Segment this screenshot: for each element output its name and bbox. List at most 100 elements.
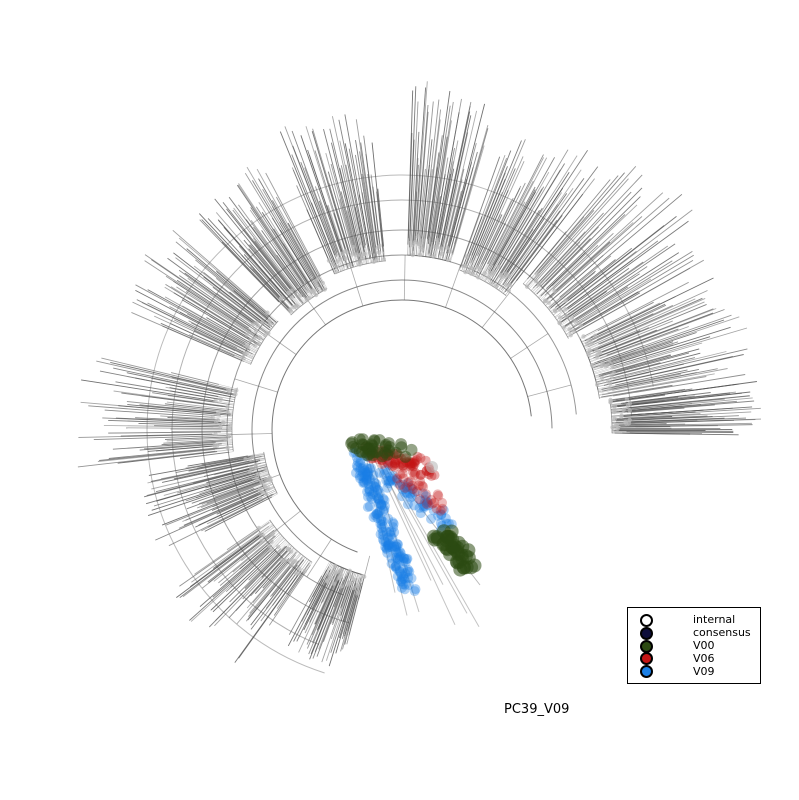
v09-sample [402,481,412,492]
tree-branch [510,333,549,359]
tree-branch [446,190,462,248]
tree-branch [108,431,221,434]
tree-branch [194,522,270,575]
internal-node [419,238,424,243]
v09-sample [380,537,391,547]
internal-node [227,427,232,432]
v09-sample [405,492,416,503]
tree-branch [202,540,263,589]
tree-branch [594,374,602,377]
v09-sample [373,498,384,509]
tree-branch [250,220,307,298]
internal-node [445,245,450,250]
tree-branch [260,474,270,479]
tree-branch [215,277,275,326]
tree-branch [593,365,613,373]
internal-node [438,246,443,251]
v06-sample [399,462,409,473]
v09-sample [391,474,402,485]
v00-sample [426,529,441,544]
tree-branch [248,351,256,356]
v00-sample [399,450,412,463]
internal-node [417,241,422,247]
tree-branch [423,238,426,257]
tree-branch [370,451,432,581]
tree-branch [323,128,357,255]
v09-sample [400,487,411,498]
tree-branch [596,378,614,384]
tree-branch [238,183,313,295]
internal-node [243,457,248,462]
tree-branch [226,208,292,291]
tree-branch [214,548,289,627]
v09-sample [382,532,393,543]
v09-sample [433,510,443,521]
tree-branch [96,360,230,392]
v09-sample [357,471,368,482]
tree-branch [328,562,332,567]
tree-branch [623,400,755,413]
v06-sample [413,480,424,491]
tree-branch [427,105,451,255]
tree-branch [178,492,259,529]
tree-branch [185,291,259,338]
internal-node [360,256,365,261]
tree-branch [597,389,602,391]
tree-branch [268,521,271,523]
tree-arc [459,269,507,297]
v09-sample [383,538,394,549]
tree-branch [526,273,538,287]
v09-sample [369,482,380,493]
v06-sample [409,469,420,480]
tree-branch [611,416,621,418]
v09-sample [403,573,414,583]
tree-branch [258,324,270,333]
tree-branch [290,546,293,548]
tree-branch [188,334,246,361]
tree-branch [540,252,586,297]
tree-branch [573,292,641,332]
tree-branch [323,562,333,580]
tree-branch [468,191,503,272]
internal-node [263,491,269,496]
tree-branch [496,276,506,290]
internal-node [234,388,239,393]
tree-branch [305,126,346,252]
internal-node [212,443,217,448]
tree-branch [593,368,611,374]
tree-branch [474,274,477,277]
tree-branch [437,173,452,241]
tree-branch [306,538,332,578]
tree-branch [147,302,238,349]
tree-branch [300,559,310,572]
internal-node [534,271,540,277]
tree-branch [188,458,250,472]
tree-branch [589,357,594,360]
tree-branch [227,433,273,436]
tree-branch [597,372,650,386]
internal-node [371,259,376,264]
tree-branch [249,209,307,291]
tree-branch [380,252,383,262]
tree-branch [430,196,441,257]
tree-branch [242,547,292,600]
internal-node [314,283,319,288]
v09-sample [386,542,397,553]
v09-sample [371,479,382,489]
tree-branch [569,260,694,333]
tree-branch [554,216,677,312]
v09-sample [383,459,394,470]
internal-node [320,280,325,286]
tree-branch [252,353,256,356]
v09-sample [369,477,380,488]
v09-sample [393,548,404,559]
tree-branch [249,244,293,296]
tree-branch [489,191,536,274]
tree-branch [432,112,460,257]
v09-sample [396,582,407,593]
tree-branch [601,376,707,396]
v09-sample [375,529,386,540]
tree-branch [261,549,289,578]
internal-node [259,538,264,544]
internal-node [420,247,425,252]
